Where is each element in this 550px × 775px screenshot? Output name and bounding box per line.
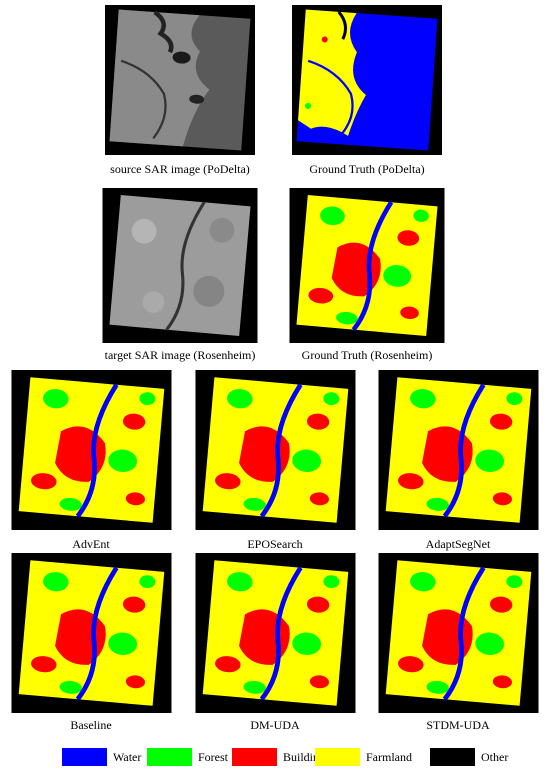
legend-label: Other [481,750,508,764]
ground-truth-image [290,5,444,155]
result-image [12,553,172,713]
legend-swatch [147,748,192,766]
result-image [379,370,539,530]
result-image [196,553,356,713]
legend-swatch [62,748,107,766]
ground-truth-image [290,188,445,343]
caption: AdvEnt [72,537,110,551]
caption: DM-UDA [250,718,300,732]
result-image [12,370,172,530]
caption: source SAR image (PoDelta) [110,162,250,176]
legend-label: Farmland [366,750,412,764]
legend-label: Water [113,750,141,764]
legend-label: Forest [198,750,229,764]
caption: STDM-UDA [426,718,490,732]
sar-image [100,188,260,343]
result-image [196,370,356,530]
caption: EPOSearch [247,537,302,551]
legend-label: Building [283,750,325,764]
legend-swatch [430,748,475,766]
caption: Ground Truth (Rosenheim) [302,348,433,362]
caption: Baseline [70,718,111,732]
legend-swatch [232,748,277,766]
result-image [379,553,539,713]
legend-swatch [315,748,360,766]
caption: AdaptSegNet [426,537,491,551]
caption: Ground Truth (PoDelta) [309,162,424,176]
sar-image [105,5,255,155]
caption: target SAR image (Rosenheim) [105,348,256,362]
